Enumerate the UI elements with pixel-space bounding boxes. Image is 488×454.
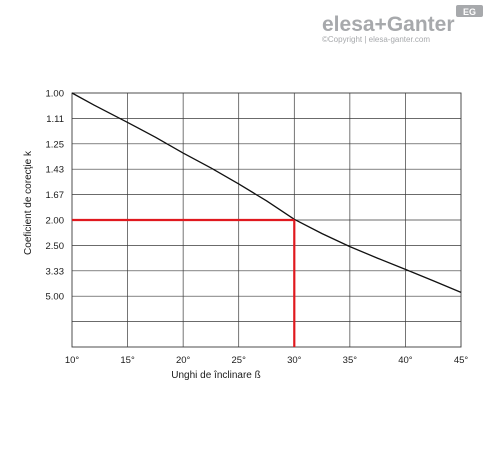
reference-lines	[72, 218, 296, 347]
x-tick-label: 25°	[232, 355, 247, 366]
y-tick-label: 1.00	[46, 89, 65, 100]
y-tick-label: 1.11	[46, 114, 64, 125]
brand-logo: elesa+Ganter EG ©Copyright | elesa-gante…	[322, 5, 483, 44]
x-tick-label: 20°	[176, 355, 191, 366]
x-axis: 10° 15° 20° 25° 30° 35° 40° 45°	[65, 355, 469, 366]
brand-badge-text: EG	[463, 7, 476, 17]
series-line	[71, 92, 462, 293]
x-tick-label: 35°	[343, 355, 358, 366]
x-tick-label: 45°	[454, 355, 469, 366]
y-tick-label: 2.00	[46, 216, 65, 227]
y-tick-label: 1.25	[46, 139, 65, 150]
brand-badge	[456, 5, 483, 17]
x-tick-label: 10°	[65, 355, 80, 366]
x-tick-label: 40°	[398, 355, 413, 366]
y-tick-label: 2.50	[46, 241, 65, 252]
y-axis: 1.00 1.11 1.25 1.43 1.67 2.00 2.50 3.33 5.00	[46, 89, 65, 303]
y-tick-label: 5.00	[46, 292, 65, 303]
plot-area: 1.00 1.11 1.25 1.43 1.67 2.00 2.50 3.33 5.00 10°…	[46, 89, 469, 367]
x-tick-label: 30°	[287, 355, 302, 366]
y-tick-label: 3.33	[46, 266, 65, 277]
y-axis-label: Coeficient de corecţie k	[23, 150, 34, 255]
x-tick-label: 15°	[120, 355, 135, 366]
brand-wordmark: elesa+Ganter	[322, 13, 455, 36]
y-tick-label: 1.43	[46, 165, 65, 176]
y-tick-label: 1.67	[46, 190, 65, 201]
brand-copyright: ©Copyright | elesa-ganter.com	[322, 35, 430, 44]
x-axis-label: Unghi de înclinare ß	[171, 370, 261, 381]
